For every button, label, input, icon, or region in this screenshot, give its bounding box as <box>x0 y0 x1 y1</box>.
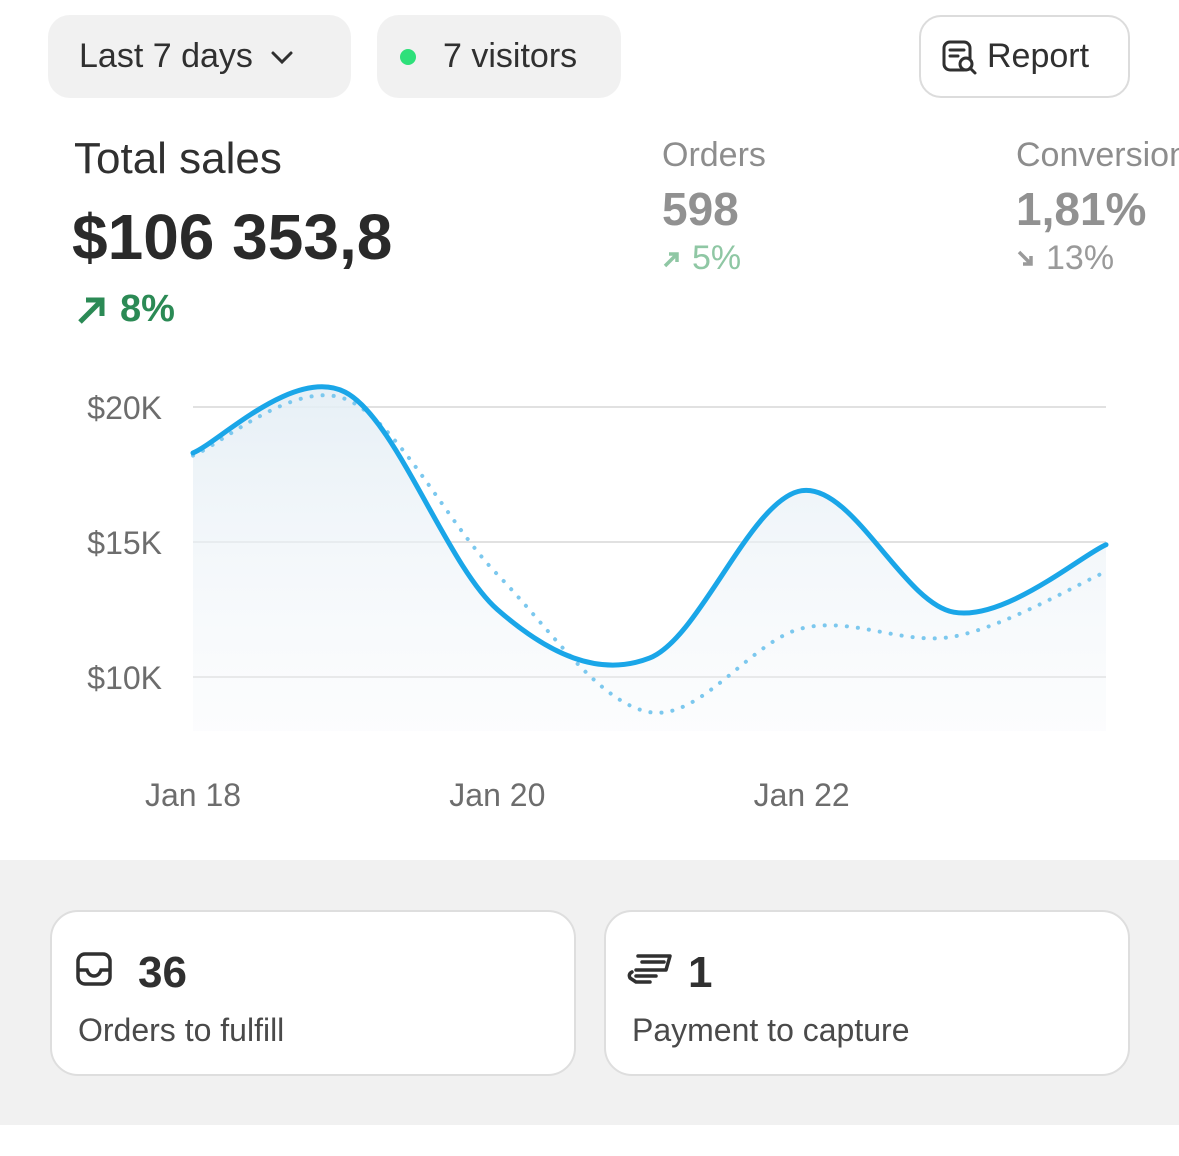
arrow-up-icon <box>78 297 105 324</box>
chevron-icon <box>271 51 293 64</box>
metric-clip: Conversion 1,81% 13% <box>1016 130 1179 290</box>
metric-label: Conversion <box>1016 136 1179 174</box>
task-card[interactable]: 1 Payment to capture <box>604 910 1130 1076</box>
date-range-button[interactable]: Last 7 days <box>48 15 351 98</box>
task-count: 36 <box>138 948 187 997</box>
metric-change-value: 8% <box>120 288 175 330</box>
area <box>193 386 1106 731</box>
metric-change: 13% <box>1016 239 1114 278</box>
metric-value: 1,81% <box>1016 183 1147 235</box>
metric-value: 598 <box>662 183 739 235</box>
chart: $10K $15K $20K Jan 18 Jan 20 Jan 22 <box>87 384 1109 813</box>
date-range-label: Last 7 days <box>79 37 253 75</box>
y-tick-label: $15K <box>87 525 162 561</box>
payment-icon <box>627 954 672 984</box>
report-icon <box>942 40 977 74</box>
arrow-up-icon <box>663 251 679 267</box>
metric-change-value: 13% <box>1046 239 1115 277</box>
metric-label: Orders <box>662 136 766 174</box>
task-label: Payment to capture <box>632 1012 910 1048</box>
x-tick-label: Jan 18 <box>145 777 241 813</box>
task-card[interactable]: 36 Orders to fulfill <box>50 910 576 1076</box>
report-button[interactable]: Report <box>919 15 1130 98</box>
y-tick-label: $10K <box>87 660 162 696</box>
metric-change-value: 5% <box>692 239 742 277</box>
line <box>190 384 1109 668</box>
line <box>191 393 1108 715</box>
y-tick-label: $20K <box>87 390 162 426</box>
report-label: Report <box>987 37 1090 75</box>
metric-label: Total sales <box>74 134 282 183</box>
live-dot <box>400 48 416 65</box>
visitors-label: 7 visitors <box>443 37 578 75</box>
x-tick-label: Jan 22 <box>754 777 850 813</box>
metric-change: 8% <box>74 288 175 331</box>
inbox-icon <box>76 952 112 986</box>
task-label: Orders to fulfill <box>78 1012 285 1048</box>
metric-change: 5% <box>662 239 741 278</box>
arrow-down-icon <box>1017 250 1033 266</box>
x-tick-label: Jan 20 <box>449 777 545 813</box>
visitors-button[interactable]: 7 visitors <box>377 15 621 98</box>
metric-value: $106 353,8 <box>72 201 393 273</box>
task-count: 1 <box>688 948 713 997</box>
